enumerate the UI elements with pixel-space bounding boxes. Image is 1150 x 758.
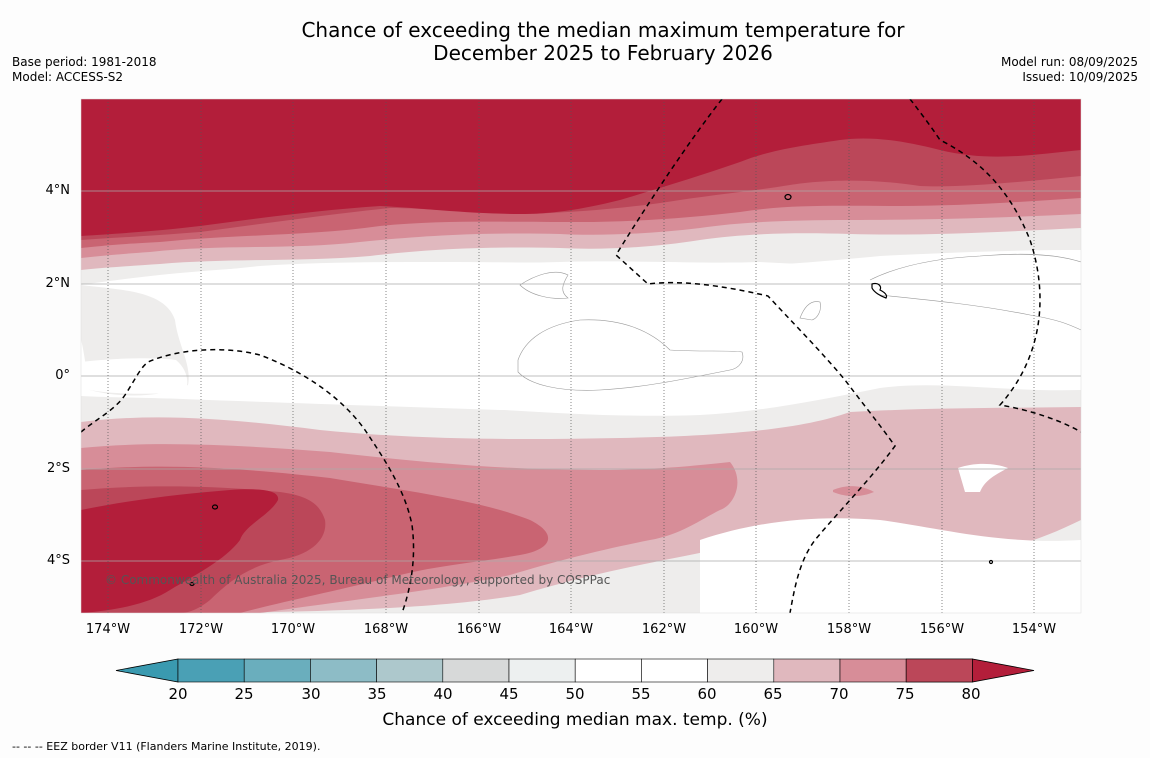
- map-frame: [80, 98, 1082, 614]
- eez-border-east: [909, 99, 1081, 433]
- colorbar-tick-label: 75: [895, 685, 915, 703]
- colorbar-segment: [839, 658, 907, 683]
- colorbar-segment: [641, 658, 708, 683]
- lon-label: 166°W: [456, 622, 502, 637]
- issued-date: Issued: 10/09/2025: [1022, 70, 1138, 84]
- colorbar-tick-label: 25: [234, 685, 254, 703]
- island: [988, 559, 994, 565]
- lon-label: 154°W: [1011, 622, 1057, 637]
- colorbar-segment: [508, 658, 576, 683]
- colorbar-title: Chance of exceeding median max. temp. (%…: [382, 710, 768, 730]
- colorbar-tick-label: 65: [763, 685, 783, 703]
- island: [211, 504, 219, 510]
- colorbar-tick-label: 35: [367, 685, 387, 703]
- title-line-2: December 2025 to February 2026: [433, 41, 773, 65]
- contour-line: [517, 319, 744, 391]
- colorbar-segment: [574, 658, 642, 683]
- latitude-lines: [81, 190, 1081, 562]
- lon-label: 156°W: [919, 622, 965, 637]
- colorbar-extend-low: [115, 658, 179, 683]
- band-north-over-80: [81, 99, 1081, 236]
- colorbar-segment: [177, 658, 245, 683]
- contour-line: [869, 253, 1081, 281]
- colorbar-segment: [442, 658, 510, 683]
- colorbar-segment: [310, 658, 377, 683]
- lon-label: 172°W: [178, 622, 224, 637]
- island: [189, 581, 195, 587]
- meta-right: Model run: 08/09/2025 Issued: 10/09/2025: [1001, 55, 1138, 85]
- meta-left: Base period: 1981-2018 Model: ACCESS-S2: [12, 55, 157, 85]
- patch-south-east-white: [958, 463, 1008, 492]
- patch-south-pink: [833, 486, 874, 497]
- eez-border-west: [81, 348, 415, 613]
- lon-label: 170°W: [270, 622, 316, 637]
- eez-borders: [81, 99, 1081, 613]
- model-run: Model run: 08/09/2025: [1000, 55, 1138, 69]
- lat-label-2n: 2°N: [45, 276, 71, 291]
- island: [784, 193, 792, 201]
- band-south-over-80: [81, 489, 279, 613]
- model-name: Model: ACCESS-S2: [12, 70, 124, 84]
- colorbar-extend-high: [972, 658, 1035, 683]
- colorbar: [115, 658, 1035, 683]
- copyright-notice: © Commonwealth of Australia 2025, Bureau…: [105, 573, 610, 587]
- colorbar-tick-label: 50: [565, 685, 585, 703]
- colorbar-tick-label: 80: [961, 685, 981, 703]
- contour-line: [519, 271, 569, 299]
- colorbar-tick-label: 70: [829, 685, 849, 703]
- lon-label: 158°W: [826, 622, 872, 637]
- colorbar-tick-label: 45: [499, 685, 519, 703]
- title-line-1: Chance of exceeding the median maximum t…: [301, 18, 905, 42]
- patch-north-white: [81, 250, 1081, 416]
- eez-footnote: -- -- -- EEZ border V11 (Flanders Marine…: [12, 740, 321, 753]
- colorbar-tick-label: 20: [168, 685, 188, 703]
- colorbar-segment: [905, 658, 973, 683]
- lat-label-4n: 4°N: [45, 183, 71, 198]
- lat-label-equator: 0°: [55, 368, 70, 383]
- lon-label: 162°W: [641, 622, 687, 637]
- colorbar-tick-label: 60: [697, 685, 717, 703]
- colorbar-segment: [376, 658, 444, 683]
- lat-label-2s: 2°S: [46, 461, 70, 476]
- island: [871, 282, 888, 299]
- contour-lines: [517, 253, 1081, 391]
- colorbar-segment: [707, 658, 775, 683]
- patch-south-white: [700, 518, 1081, 613]
- colorbar-tick-label: 30: [301, 685, 321, 703]
- lon-label: 168°W: [363, 622, 409, 637]
- lon-label: 174°W: [85, 622, 131, 637]
- map-title: Chance of exceeding the median maximum t…: [0, 19, 1150, 65]
- contour-line: [799, 301, 821, 321]
- colorbar-tick-label: 55: [631, 685, 651, 703]
- colorbar-segment: [243, 658, 311, 683]
- colorbar-segment: [773, 658, 841, 683]
- lon-label: 164°W: [548, 622, 594, 637]
- lat-label-4s: 4°S: [46, 553, 70, 568]
- islands: [189, 193, 994, 587]
- map-area: © Commonwealth of Australia 2025, Bureau…: [81, 99, 1081, 613]
- contour-line: [879, 294, 1081, 331]
- eez-border-central: [615, 99, 896, 613]
- colorbar-tick-label: 40: [433, 685, 453, 703]
- lon-label: 160°W: [733, 622, 779, 637]
- base-period: Base period: 1981-2018: [12, 55, 157, 69]
